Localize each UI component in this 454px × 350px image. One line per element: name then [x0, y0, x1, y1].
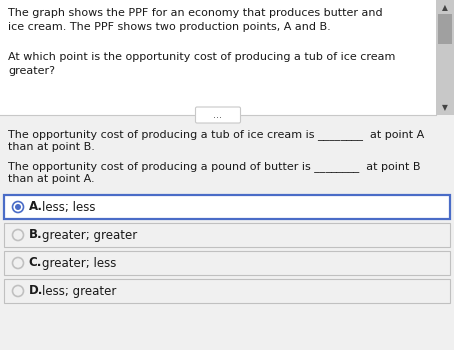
Text: greater; less: greater; less — [43, 257, 117, 270]
Text: than at point B.: than at point B. — [8, 142, 95, 152]
Text: ▼: ▼ — [442, 103, 448, 112]
Text: C.: C. — [29, 257, 42, 270]
Bar — [0, 116, 454, 350]
Text: ▲: ▲ — [442, 3, 448, 12]
Text: greater; greater: greater; greater — [43, 229, 138, 241]
Text: A.: A. — [29, 201, 43, 214]
Bar — [4, 279, 450, 303]
Text: The opportunity cost of producing a pound of butter is ________  at point B: The opportunity cost of producing a poun… — [8, 161, 420, 172]
Text: ice cream. The PPF shows two production points, A and B.: ice cream. The PPF shows two production … — [8, 21, 331, 31]
Text: less; less: less; less — [43, 201, 96, 214]
Text: The opportunity cost of producing a tub of ice cream is ________  at point A: The opportunity cost of producing a tub … — [8, 129, 424, 140]
Text: The graph shows the PPF for an economy that produces butter and: The graph shows the PPF for an economy t… — [8, 8, 383, 18]
Bar — [0, 0, 436, 115]
Text: At which point is the opportunity cost of producing a tub of ice cream: At which point is the opportunity cost o… — [8, 52, 395, 63]
Text: than at point A.: than at point A. — [8, 174, 94, 184]
FancyBboxPatch shape — [196, 107, 241, 123]
Bar — [438, 14, 452, 44]
Text: greater?: greater? — [8, 66, 55, 76]
Circle shape — [15, 204, 21, 210]
Text: B.: B. — [29, 229, 42, 241]
Text: ...: ... — [213, 110, 222, 120]
Bar — [4, 223, 450, 247]
Text: D.: D. — [29, 285, 43, 297]
Bar — [4, 195, 450, 219]
Text: less; greater: less; greater — [43, 285, 117, 297]
Bar — [436, 0, 454, 115]
Bar — [4, 251, 450, 275]
